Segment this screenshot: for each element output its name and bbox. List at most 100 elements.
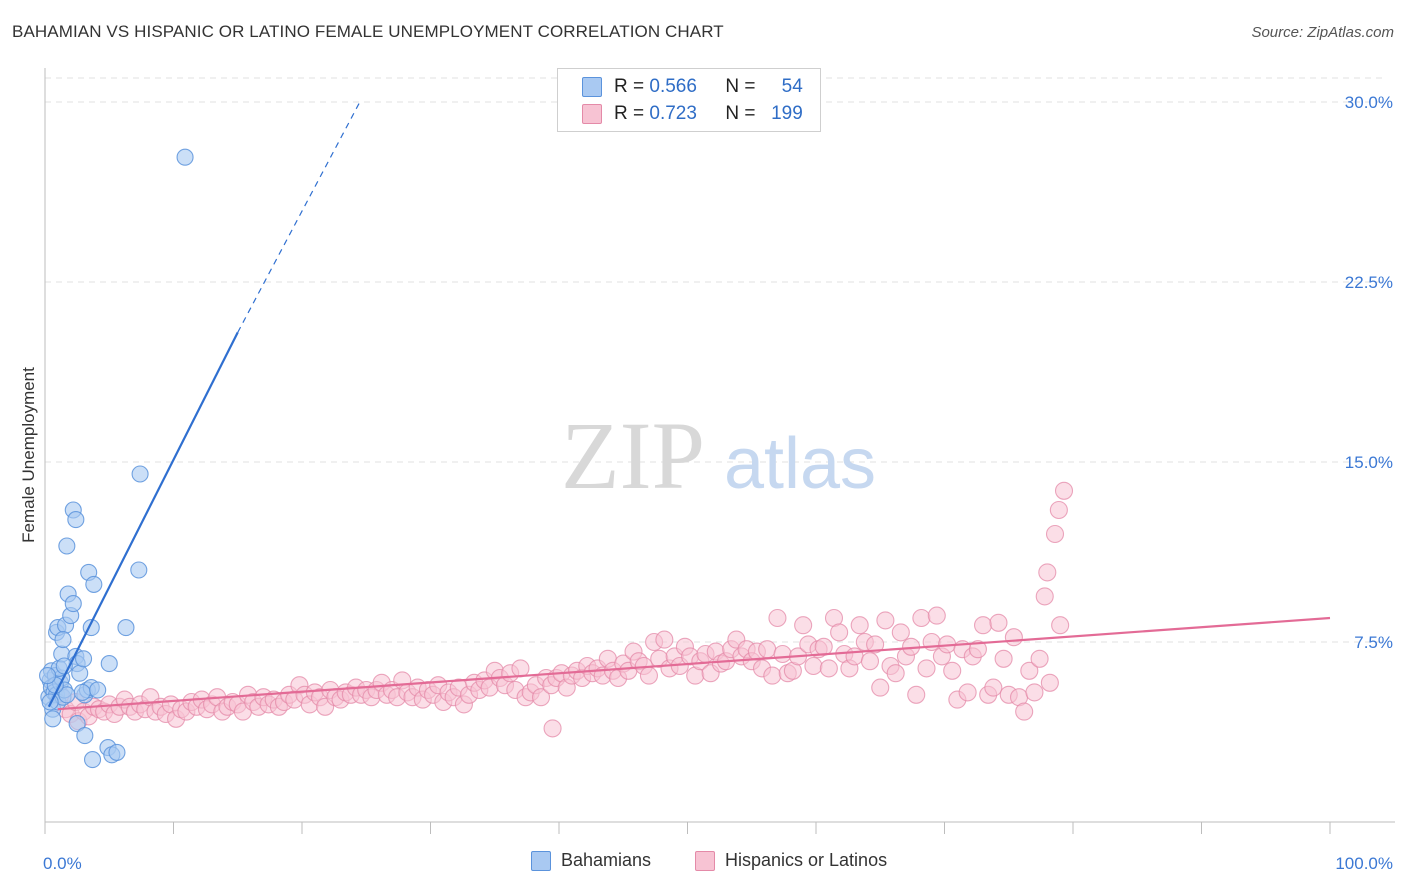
bahamian-point [68, 715, 86, 733]
legend-label-hispanics: Hispanics or Latinos [725, 850, 888, 870]
bahamian-point [89, 681, 107, 699]
hispanic-point [891, 623, 910, 642]
hispanic-point [845, 647, 864, 666]
axes [44, 68, 1395, 834]
hispanic-points [51, 481, 1074, 738]
bahamian-point [67, 511, 85, 529]
legend-n-label: N = [725, 103, 756, 124]
y-tick-label: 15.0% [1345, 453, 1393, 472]
y-tick-label: 30.0% [1345, 93, 1393, 112]
hispanic-point [927, 606, 946, 625]
chart-title: BAHAMIAN VS HISPANIC OR LATINO FEMALE UN… [12, 22, 724, 41]
hispanic-point [1045, 524, 1065, 544]
source-label: Source: ZipAtlas.com [1251, 24, 1394, 41]
hispanic-point [943, 661, 962, 680]
hispanic-point [958, 683, 977, 702]
tick-labels: 7.5% 15.0% 22.5% 30.0% 0.0% 100.0% [43, 93, 1393, 873]
hispanic-point [531, 688, 551, 707]
bahamian-point [54, 631, 72, 649]
hispanic-point [876, 611, 895, 630]
hispanic-point [1015, 702, 1034, 721]
hispanic-point [866, 635, 885, 654]
bahamian-point [176, 148, 194, 166]
bahamian-point [64, 595, 82, 613]
hispanic-point [804, 656, 823, 676]
hispanic-point [917, 659, 936, 678]
legend-row-bahamians: R = 0.566 N = 54 [558, 74, 803, 100]
legend-swatch-pink [695, 850, 715, 871]
legend-n-value: 199 [771, 103, 803, 124]
watermark-zip: ZIP [561, 402, 705, 509]
hispanic-trend-line [57, 616, 1331, 711]
legend-r-label: R = [614, 76, 645, 97]
bahamian-points [39, 148, 194, 769]
series-legend: Bahamians Hispanics or Latinos [0, 850, 1406, 878]
bahamian-point [39, 667, 57, 685]
bahamian-trend-extension [237, 101, 361, 333]
trend-lines [47, 101, 1331, 711]
hispanic-point [794, 616, 813, 635]
hispanic-point [543, 719, 562, 738]
hispanic-point [814, 637, 833, 656]
bahamian-point [130, 561, 148, 579]
hispanic-point [819, 659, 838, 678]
grid-lines [45, 77, 1385, 643]
hispanic-point [1038, 563, 1057, 582]
hispanic-point [758, 640, 777, 659]
bahamian-point [58, 537, 76, 555]
hispanic-point [886, 664, 905, 683]
hispanic-point [655, 630, 674, 649]
hispanic-point [763, 666, 782, 685]
hispanic-point [912, 608, 931, 628]
hispanic-point [639, 666, 659, 685]
x-tick-label: 0.0% [43, 854, 82, 873]
bahamian-point [71, 664, 89, 682]
bahamian-point [83, 751, 102, 769]
y-tick-label: 7.5% [1354, 633, 1393, 652]
hispanic-point [1020, 661, 1039, 680]
watermark-atlas: atlas [724, 424, 876, 504]
hispanic-point [973, 616, 993, 635]
hispanic-point [871, 678, 890, 697]
bahamian-point [58, 686, 76, 704]
correlation-legend: R = 0.566 N = 54 R = 0.723 N = 199 [557, 68, 821, 132]
legend-item-hispanics: Hispanics or Latinos [695, 850, 887, 871]
bahamian-point [85, 575, 103, 593]
bahamian-point [131, 465, 149, 483]
bahamian-point [76, 727, 94, 745]
legend-swatch-pink [582, 104, 602, 124]
hispanic-point [768, 608, 787, 628]
hispanic-point [994, 649, 1013, 668]
hispanic-point [1025, 683, 1044, 702]
x-tick-label: 100.0% [1335, 854, 1393, 873]
hispanic-point [1030, 649, 1049, 668]
legend-r-label: R = [614, 103, 645, 124]
hispanic-point [1040, 673, 1059, 692]
bahamian-point [117, 619, 135, 637]
bahamian-trend-line [47, 331, 239, 708]
hispanic-point [907, 685, 926, 704]
bahamian-point [73, 683, 91, 701]
hispanic-point [968, 640, 987, 659]
legend-n-label: N = [725, 76, 756, 97]
legend-n-value: 54 [781, 76, 803, 97]
hispanic-point [850, 616, 869, 635]
bahamian-point [75, 650, 93, 668]
legend-swatch-blue [531, 850, 551, 871]
legend-swatch-blue [582, 77, 602, 97]
legend-item-bahamians: Bahamians [531, 850, 651, 871]
hispanic-point [773, 644, 792, 664]
hispanic-point [989, 613, 1008, 632]
bahamian-point [108, 743, 126, 761]
watermark: ZIP atlas [561, 402, 876, 509]
hispanic-point [830, 623, 849, 642]
hispanic-point [1051, 616, 1070, 635]
y-tick-label: 22.5% [1345, 273, 1393, 292]
hispanic-point [1049, 500, 1068, 520]
bahamian-point [100, 655, 118, 673]
hispanic-point [984, 678, 1003, 697]
legend-label-bahamians: Bahamians [561, 850, 652, 870]
legend-row-hispanics: R = 0.723 N = 199 [558, 101, 803, 127]
hispanic-point [1054, 481, 1074, 500]
